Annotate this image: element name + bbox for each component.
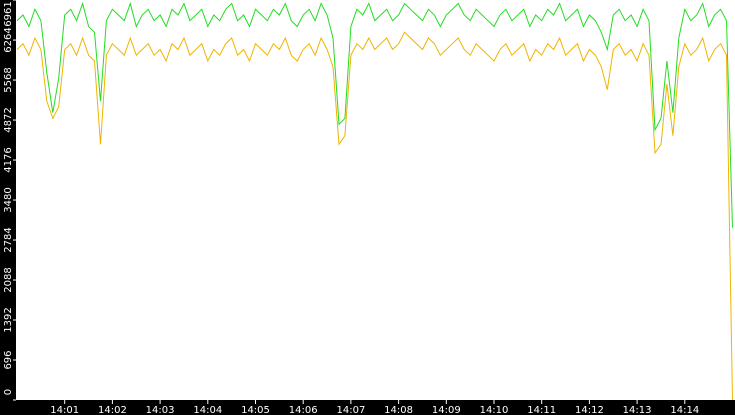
plot-area — [16, 0, 735, 400]
y-tick-label: 6264 — [3, 27, 14, 52]
x-tick-label: 14:11 — [527, 405, 556, 415]
x-tick-label: 14:03 — [146, 405, 175, 415]
y-tick-label: 696 — [3, 350, 14, 369]
x-tick-label: 14:02 — [98, 405, 127, 415]
y-tick-label: 6961 — [3, 1, 14, 26]
series-line — [16, 1, 733, 228]
x-tick-label: 14:06 — [289, 405, 318, 415]
x-tick-label: 14:07 — [336, 405, 365, 415]
x-tick-label: 14:09 — [432, 405, 461, 415]
y-tick-label: 2784 — [3, 227, 14, 252]
x-tick-label: 14:08 — [384, 405, 413, 415]
y-tick-label: 2088 — [3, 267, 14, 292]
x-tick-label: 14:04 — [193, 405, 222, 415]
series-line — [16, 31, 733, 401]
y-tick-label: 3480 — [3, 187, 14, 212]
y-tick-label: 4176 — [3, 147, 14, 172]
x-tick-label: 14:10 — [480, 405, 509, 415]
x-tick-label: 14:13 — [623, 405, 652, 415]
x-tick-label: 14:14 — [670, 405, 699, 415]
y-tick-label: 5568 — [3, 67, 14, 92]
y-tick-label: 1392 — [3, 307, 14, 332]
y-tick-label: 4872 — [3, 107, 14, 132]
x-tick-label: 14:12 — [575, 405, 604, 415]
y-tick-label: 0 — [3, 389, 14, 395]
x-tick-label: 14:05 — [241, 405, 270, 415]
x-tick-label: 14:01 — [50, 405, 79, 415]
